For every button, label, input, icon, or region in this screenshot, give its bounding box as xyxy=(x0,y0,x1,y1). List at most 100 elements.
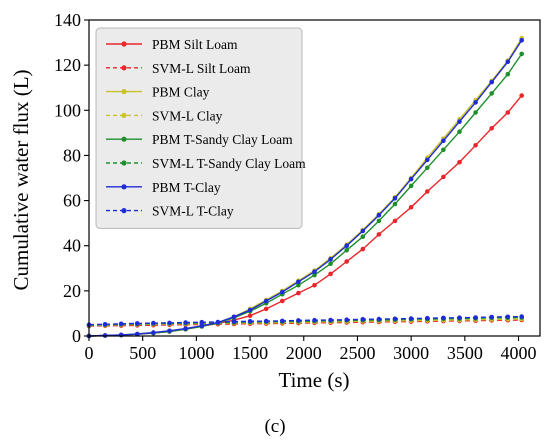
legend-swatch-marker xyxy=(121,89,127,95)
data-point xyxy=(441,138,446,144)
data-point xyxy=(247,307,253,313)
data-point xyxy=(489,91,495,96)
data-point xyxy=(360,317,366,322)
data-point xyxy=(505,314,511,320)
data-point xyxy=(457,119,462,124)
data-point xyxy=(392,218,398,224)
data-point xyxy=(183,326,188,331)
series-line xyxy=(88,315,522,326)
legend-swatch-marker xyxy=(121,65,127,71)
y-tick-label: 20 xyxy=(63,281,81,301)
y-tick-label: 80 xyxy=(63,145,81,165)
data-point xyxy=(344,259,350,264)
y-tick-label: 0 xyxy=(72,326,81,346)
data-point xyxy=(280,318,285,324)
data-point xyxy=(519,314,524,319)
data-point xyxy=(489,314,495,320)
data-point xyxy=(425,315,430,321)
data-point xyxy=(392,201,398,207)
legend-label: PBM Silt Loam xyxy=(152,37,238,52)
legend-item: SVM-L T-Sandy Clay Loam xyxy=(106,156,306,171)
data-point xyxy=(519,38,524,43)
data-point xyxy=(376,316,382,322)
data-point xyxy=(360,246,366,252)
data-point xyxy=(376,218,382,224)
legend-swatch-marker xyxy=(121,136,127,142)
data-point xyxy=(328,271,333,277)
data-point xyxy=(505,59,511,65)
data-point xyxy=(457,315,462,321)
data-point xyxy=(519,93,524,98)
data-point xyxy=(102,322,108,327)
data-point xyxy=(151,320,156,326)
data-point xyxy=(425,157,430,163)
series-7 xyxy=(86,314,524,328)
data-point xyxy=(328,317,333,323)
data-point xyxy=(457,159,462,165)
legend-item: SVM-L T-Clay xyxy=(106,204,234,219)
data-point xyxy=(473,143,478,148)
data-point xyxy=(473,100,478,105)
data-point xyxy=(408,176,414,182)
y-tick-label: 100 xyxy=(54,100,81,120)
legend-label: SVM-L T-Clay xyxy=(152,204,234,219)
x-tick-label: 1500 xyxy=(232,343,268,363)
data-point xyxy=(263,306,269,312)
x-axis-title: Time (s) xyxy=(279,368,350,392)
data-point xyxy=(328,261,333,267)
series-line xyxy=(88,319,522,327)
legend-label: SVM-L Silt Loam xyxy=(152,61,251,76)
data-point xyxy=(247,313,253,319)
data-point xyxy=(489,126,495,131)
data-point xyxy=(441,174,446,180)
data-point xyxy=(167,320,172,326)
data-point xyxy=(296,290,301,296)
x-tick-label: 1000 xyxy=(178,343,214,363)
data-point xyxy=(344,243,350,248)
y-tick-label: 60 xyxy=(63,191,81,211)
data-point xyxy=(296,279,301,285)
data-point xyxy=(425,165,430,171)
data-point xyxy=(344,247,350,253)
data-point xyxy=(167,328,172,334)
legend-item: SVM-L Clay xyxy=(106,108,223,123)
data-point xyxy=(408,183,414,189)
data-point xyxy=(247,319,253,324)
plot-frame xyxy=(88,19,541,337)
data-point xyxy=(231,314,237,320)
x-tick-label: 500 xyxy=(129,343,156,363)
data-point xyxy=(344,317,350,323)
data-point xyxy=(263,318,269,324)
data-point xyxy=(296,282,301,288)
data-point xyxy=(408,205,414,210)
data-point xyxy=(473,110,478,115)
data-point xyxy=(392,316,398,322)
data-point xyxy=(376,212,382,218)
legend-swatch-marker xyxy=(121,160,127,166)
legend-item: PBM Silt Loam xyxy=(106,37,238,52)
data-point xyxy=(376,232,382,237)
x-tick-label: 2000 xyxy=(286,343,322,363)
data-point xyxy=(280,298,285,304)
data-point xyxy=(441,147,446,153)
legend-label: SVM-L Clay xyxy=(152,108,223,123)
data-point xyxy=(505,110,511,115)
data-point xyxy=(328,257,333,262)
legend-item: SVM-L Silt Loam xyxy=(106,61,251,76)
axes: 0 500 1000 1500 2000 2500 3000 3500 4000 0 20 40 60 8… xyxy=(54,10,541,363)
series-line xyxy=(88,39,523,337)
data-point xyxy=(519,51,524,57)
y-tick-label: 40 xyxy=(63,236,81,256)
legend-item: PBM Clay xyxy=(106,85,210,100)
data-point xyxy=(360,228,366,234)
data-point xyxy=(231,319,237,324)
legend-swatch-marker xyxy=(121,112,127,118)
legend-swatch-marker xyxy=(121,41,127,47)
y-axis-title: Cumulative water flux (L) xyxy=(9,69,33,290)
data-point xyxy=(312,272,317,278)
y-tick-label: 120 xyxy=(54,55,81,75)
data-point xyxy=(312,282,317,288)
x-tick-label: 4000 xyxy=(501,343,537,363)
data-point xyxy=(296,318,301,323)
